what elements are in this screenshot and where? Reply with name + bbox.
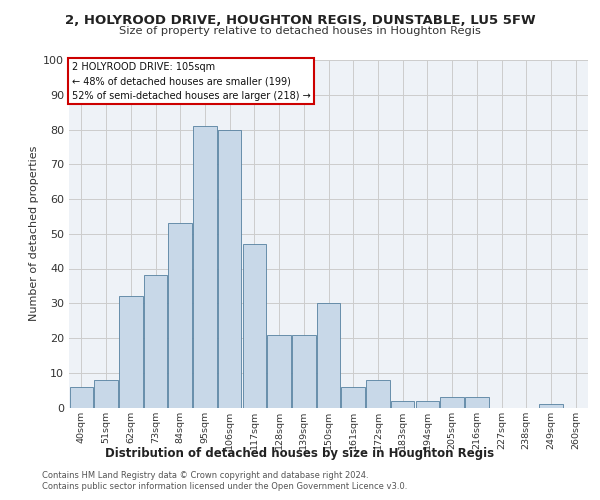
Bar: [144, 276, 167, 407]
Text: Size of property relative to detached houses in Houghton Regis: Size of property relative to detached ho…: [119, 26, 481, 36]
Text: Contains public sector information licensed under the Open Government Licence v3: Contains public sector information licen…: [42, 482, 407, 491]
Bar: [341, 386, 365, 407]
Text: 2, HOLYROOD DRIVE, HOUGHTON REGIS, DUNSTABLE, LU5 5FW: 2, HOLYROOD DRIVE, HOUGHTON REGIS, DUNST…: [65, 14, 535, 27]
Bar: [416, 400, 439, 407]
Text: Distribution of detached houses by size in Houghton Regis: Distribution of detached houses by size …: [106, 448, 494, 460]
Bar: [242, 244, 266, 408]
Bar: [193, 126, 217, 408]
Text: 2 HOLYROOD DRIVE: 105sqm
← 48% of detached houses are smaller (199)
52% of semi-: 2 HOLYROOD DRIVE: 105sqm ← 48% of detach…: [71, 62, 310, 100]
Bar: [119, 296, 143, 408]
Bar: [268, 334, 291, 407]
Bar: [169, 224, 192, 408]
Bar: [539, 404, 563, 407]
Y-axis label: Number of detached properties: Number of detached properties: [29, 146, 39, 322]
Bar: [94, 380, 118, 407]
Bar: [440, 397, 464, 407]
Bar: [292, 334, 316, 407]
Bar: [70, 386, 93, 407]
Bar: [218, 130, 241, 407]
Text: Contains HM Land Registry data © Crown copyright and database right 2024.: Contains HM Land Registry data © Crown c…: [42, 471, 368, 480]
Bar: [366, 380, 389, 407]
Bar: [465, 397, 488, 407]
Bar: [391, 400, 415, 407]
Bar: [317, 303, 340, 408]
